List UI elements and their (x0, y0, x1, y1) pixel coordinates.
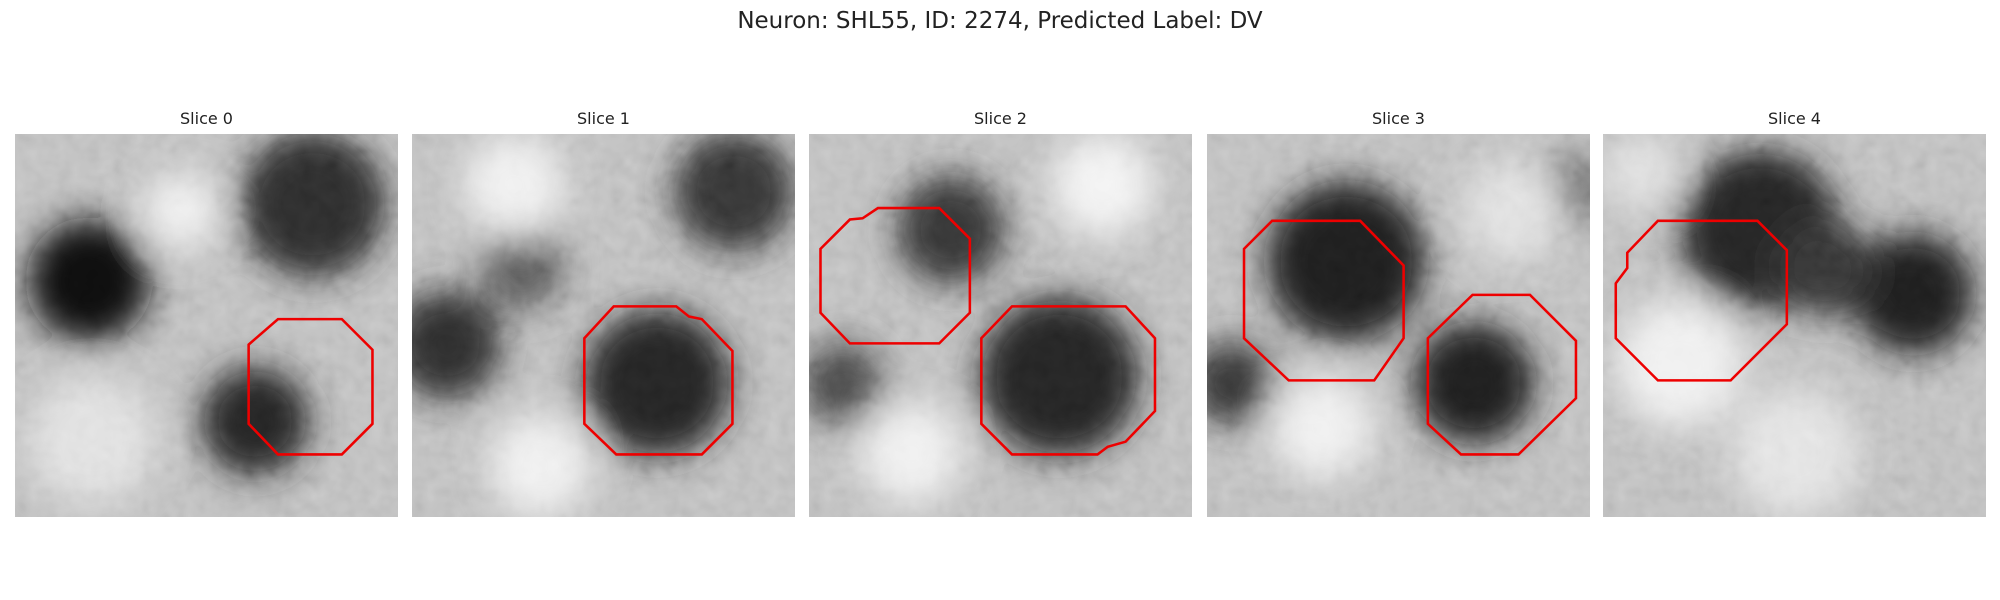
roi-outline (247, 317, 374, 456)
image-noise (412, 134, 795, 517)
slice-image (412, 134, 795, 517)
roi-outline (819, 206, 972, 345)
image-noise (15, 134, 398, 517)
roi-outline (1614, 219, 1789, 382)
panel-title: Slice 3 (1372, 109, 1425, 128)
roi-outline (583, 305, 734, 456)
image-noise (1603, 134, 1986, 517)
roi-outline (1426, 293, 1578, 456)
image-noise (1207, 134, 1590, 517)
panel-title: Slice 2 (974, 109, 1027, 128)
panel-title: Slice 0 (180, 109, 233, 128)
slice-image (15, 134, 398, 517)
slice-image (1207, 134, 1590, 517)
slice-image (1603, 134, 1986, 517)
figure-title: Neuron: SHL55, ID: 2274, Predicted Label… (737, 8, 1263, 34)
roi-outline (1242, 219, 1405, 382)
panel-title: Slice 4 (1768, 109, 1821, 128)
roi-outline (980, 305, 1157, 456)
image-noise (809, 134, 1192, 517)
slice-image (809, 134, 1192, 517)
panel-title: Slice 1 (577, 109, 630, 128)
